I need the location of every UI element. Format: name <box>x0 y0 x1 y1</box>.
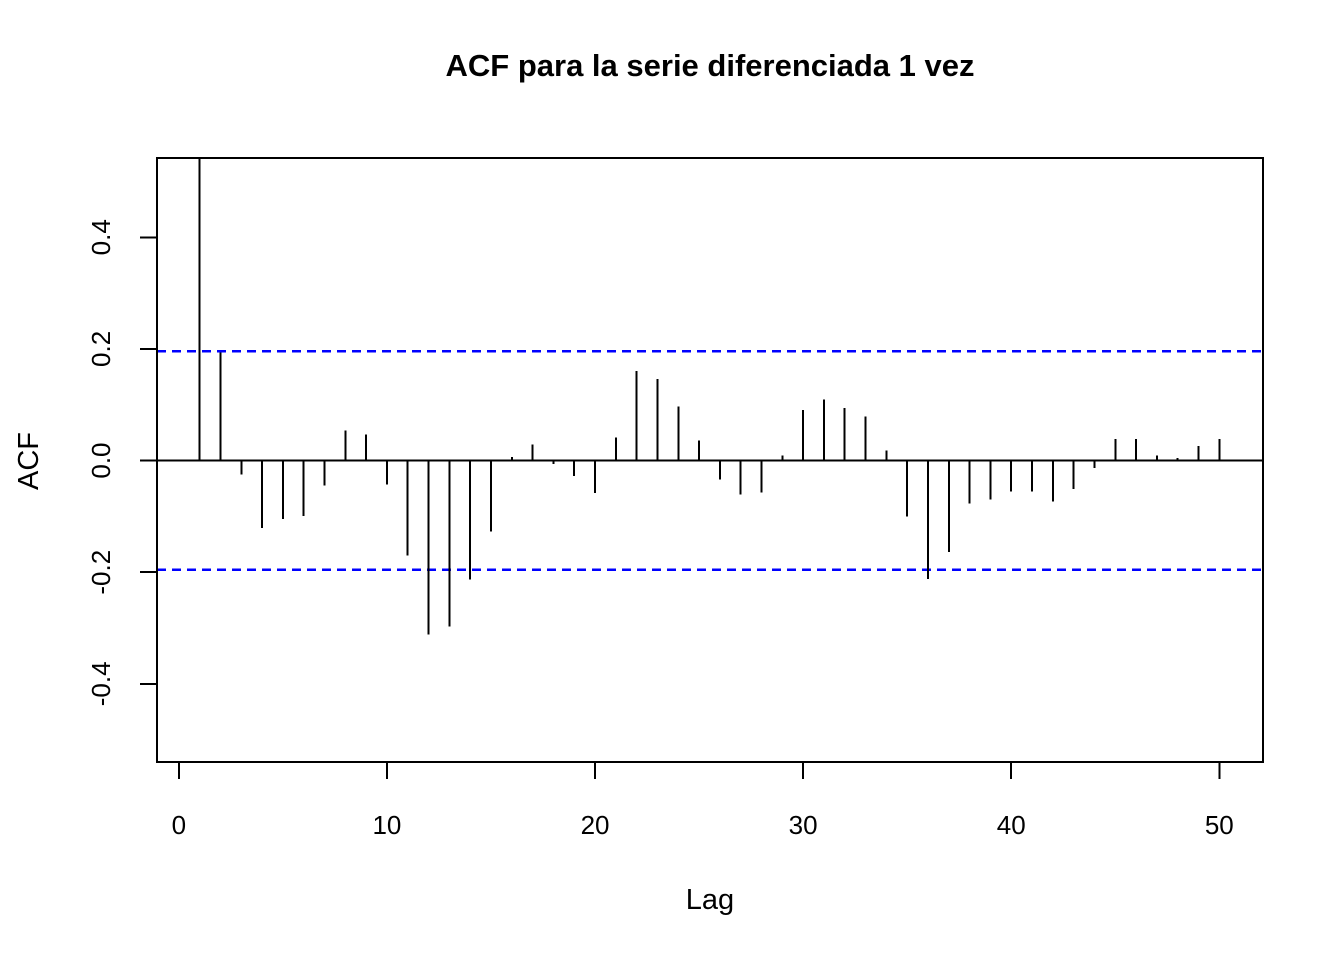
x-tick-label: 10 <box>372 810 401 840</box>
x-axis-label: Lag <box>685 884 735 916</box>
y-tick-label: -0.4 <box>86 661 116 706</box>
x-tick-label: 40 <box>997 810 1026 840</box>
chart-title: ACF para la serie diferenciada 1 vez <box>445 48 975 83</box>
x-tick-label: 30 <box>789 810 818 840</box>
x-tick-label: 0 <box>172 810 186 840</box>
y-tick-label: -0.2 <box>86 550 116 595</box>
y-axis-label: ACF <box>13 432 45 490</box>
x-tick-label: 20 <box>581 810 610 840</box>
y-tick-label: 0.4 <box>86 219 116 255</box>
x-tick-label: 50 <box>1205 810 1234 840</box>
y-tick-label: 0.2 <box>86 331 116 367</box>
y-tick-label: 0.0 <box>86 442 116 478</box>
